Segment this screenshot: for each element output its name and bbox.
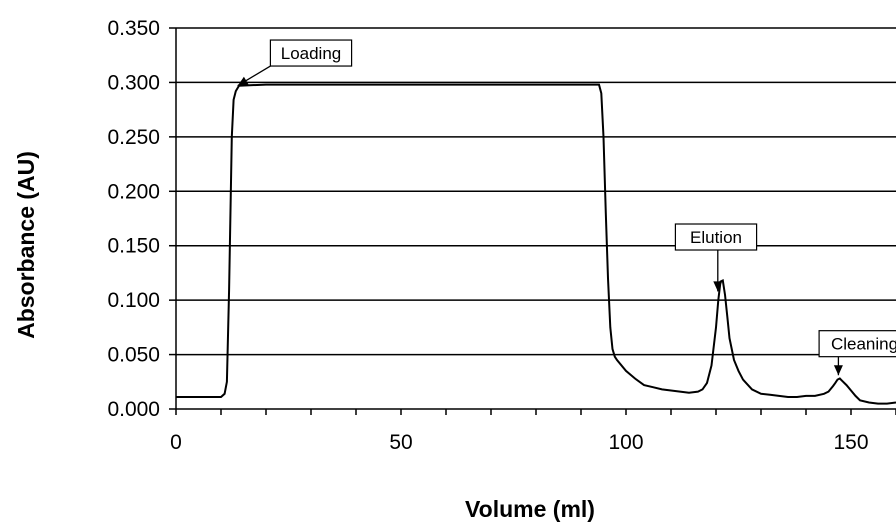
annotations: Loading Elution Cleaning — [237, 39, 896, 376]
x-tick-label: 50 — [389, 431, 412, 454]
y-tick-label: 0.350 — [107, 17, 160, 40]
x-tick-label: 150 — [833, 431, 868, 454]
x-tick-label: 100 — [608, 431, 643, 454]
annotation-elution: Elution — [674, 223, 758, 292]
y-tick-label: 0.000 — [107, 398, 160, 421]
grid-lines — [176, 27, 896, 356]
y-tick-label: 0.300 — [107, 71, 160, 94]
x-axis-title: Volume (ml) — [465, 496, 595, 522]
annotation-box — [269, 39, 353, 67]
y-axis-title: Absorbance (AU) — [13, 151, 39, 339]
annotation-box — [674, 223, 758, 251]
absorbance-trace — [176, 83, 896, 405]
arrow-head — [237, 76, 249, 86]
annotation-label: Loading — [281, 44, 342, 63]
annotation-label: Elution — [690, 228, 742, 247]
annotation-loading: Loading — [237, 39, 353, 87]
y-tick-label: 0.200 — [107, 180, 160, 203]
y-tick-labels: 0.000 0.050 0.100 0.150 0.200 0.250 0.300 0.350 — [107, 17, 160, 421]
y-tick-label: 0.150 — [107, 235, 160, 258]
y-tick-label: 0.250 — [107, 126, 160, 149]
annotation-cleaning: Cleaning — [818, 330, 896, 376]
annotation-box — [818, 330, 896, 358]
axes — [169, 27, 896, 415]
arrow-head — [713, 281, 723, 292]
y-tick-label: 0.100 — [107, 289, 160, 312]
y-tick-label: 0.050 — [107, 344, 160, 367]
x-tick-labels: 0 50 100 150 — [170, 431, 868, 454]
x-tick-label: 0 — [170, 431, 182, 454]
arrow-head — [833, 365, 843, 376]
annotation-label: Cleaning — [831, 335, 896, 354]
